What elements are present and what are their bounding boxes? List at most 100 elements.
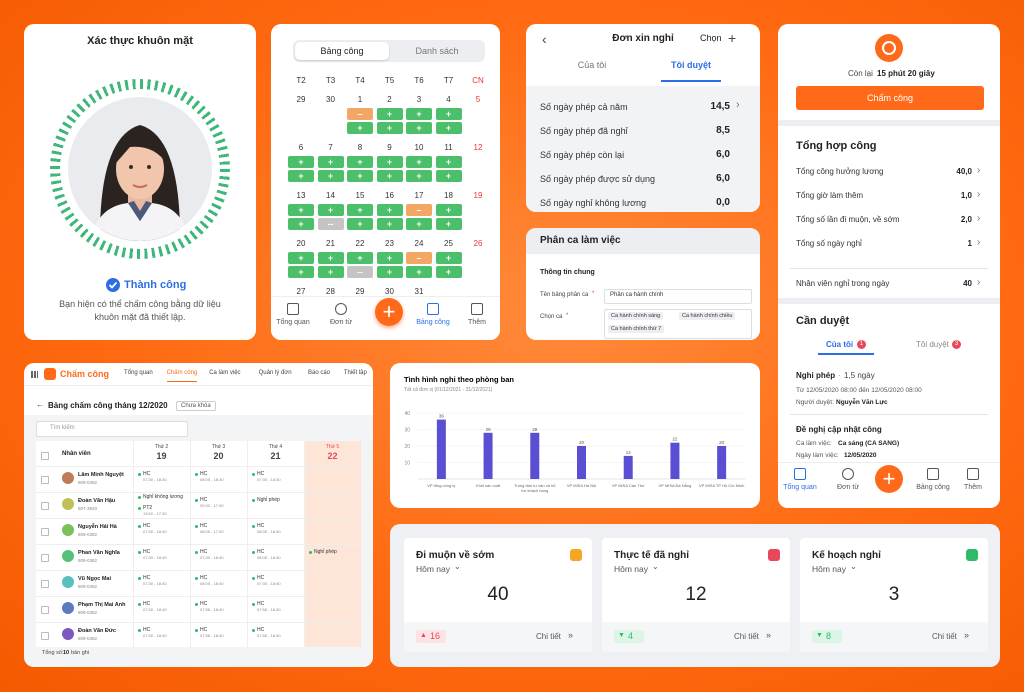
tab[interactable]: Của tôi (577, 60, 607, 70)
day[interactable]: 26 (473, 239, 483, 248)
nav-label[interactable]: Thêm (468, 319, 486, 326)
period-select[interactable]: Hôm nay (614, 564, 649, 574)
day[interactable]: 13 (296, 191, 306, 200)
status-chip[interactable]: + (435, 204, 462, 216)
day[interactable]: 8 (357, 143, 363, 152)
status-chip[interactable]: + (406, 156, 432, 168)
checkbox[interactable] (41, 476, 49, 484)
day[interactable]: 11 (444, 143, 453, 152)
checkbox[interactable] (41, 632, 49, 640)
day[interactable]: 30 (385, 287, 394, 296)
day[interactable]: 22 (355, 239, 365, 248)
shift-chip[interactable]: Ca hành chính chiều (679, 312, 736, 320)
detail-link[interactable]: Chi tiết (932, 632, 957, 641)
day[interactable]: 3 (416, 95, 422, 104)
status-chip[interactable]: + (347, 204, 373, 216)
day[interactable]: 27 (296, 287, 306, 296)
add-button[interactable]: + (875, 465, 903, 493)
day[interactable]: 10 (414, 143, 424, 152)
nav-label[interactable]: Đơn từ (329, 319, 353, 326)
status-chip[interactable]: + (347, 218, 373, 230)
tab[interactable]: Của tôi (826, 340, 854, 349)
tab[interactable]: Bảng công (320, 46, 364, 56)
status-chip[interactable]: + (347, 252, 373, 264)
nav-label[interactable]: Tổng quan (276, 319, 310, 326)
detail-link[interactable]: Chi tiết (536, 632, 561, 641)
day[interactable]: 28 (326, 287, 335, 296)
status-chip[interactable]: + (317, 170, 344, 182)
status-chip[interactable]: + (435, 122, 462, 134)
day[interactable]: 17 (414, 191, 424, 200)
status-chip[interactable]: + (376, 156, 403, 168)
day[interactable]: 23 (385, 239, 394, 248)
status-chip[interactable]: + (317, 266, 344, 278)
menu-item[interactable]: Chấm công (166, 370, 198, 382)
back-icon[interactable]: ‹ (542, 31, 547, 47)
menu-item[interactable]: Thiết lập (343, 370, 367, 376)
add-icon[interactable]: + (728, 30, 737, 46)
status-chip[interactable]: + (376, 122, 403, 134)
day[interactable]: 16 (385, 191, 394, 200)
tab[interactable]: Tôi duyệt (671, 60, 711, 70)
status-chip[interactable]: + (376, 108, 403, 120)
day[interactable]: 31 (414, 287, 424, 296)
day[interactable]: 24 (414, 239, 424, 248)
day[interactable]: 29 (355, 287, 365, 296)
status-chip[interactable]: – (406, 204, 432, 216)
status-chip[interactable]: + (376, 266, 403, 278)
day[interactable]: 18 (444, 191, 453, 200)
shift-input[interactable] (604, 309, 752, 339)
nav-label[interactable]: Đơn từ (836, 484, 860, 491)
menu-item[interactable]: Quản lý đơn (258, 370, 292, 376)
day[interactable]: 6 (298, 143, 304, 152)
checkbox[interactable] (41, 528, 49, 536)
status-chip[interactable]: + (376, 218, 403, 230)
day[interactable]: 1 (357, 95, 363, 104)
detail-link[interactable]: Chi tiết (734, 632, 759, 641)
status-chip[interactable]: + (317, 204, 344, 216)
status-chip[interactable]: + (376, 252, 403, 264)
status-chip[interactable]: + (435, 252, 462, 264)
day[interactable]: 19 (473, 191, 483, 200)
status-chip[interactable]: + (435, 218, 462, 230)
button-label[interactable]: Chấm công (866, 93, 914, 103)
status-chip[interactable]: + (288, 252, 314, 264)
status-chip[interactable]: + (376, 204, 403, 216)
shift-chip[interactable]: Ca hành chính thứ 7 (608, 325, 665, 333)
day[interactable]: 25 (444, 239, 453, 248)
action[interactable]: Chọn (700, 33, 722, 43)
day[interactable]: 15 (355, 191, 365, 200)
shift-chip[interactable]: Ca hành chính sáng (608, 312, 664, 320)
status-chip[interactable]: -- (317, 218, 344, 230)
checkbox[interactable] (41, 554, 49, 562)
nav-label[interactable]: Thêm (964, 484, 982, 491)
period-select[interactable]: Hôm nay (812, 564, 847, 574)
status-chip[interactable]: + (406, 218, 432, 230)
day[interactable]: 4 (446, 95, 451, 104)
status-chip[interactable]: + (435, 156, 462, 168)
status-chip[interactable]: + (288, 204, 314, 216)
tab[interactable]: Tôi duyệt (916, 340, 949, 349)
checkbox[interactable] (41, 580, 49, 588)
status-chip[interactable]: + (317, 156, 344, 168)
tab[interactable]: Danh sách (415, 46, 459, 56)
day[interactable]: 7 (328, 143, 333, 152)
name-input[interactable] (604, 289, 752, 304)
status-chip[interactable]: + (347, 170, 373, 182)
day[interactable]: 30 (326, 95, 335, 104)
status-chip[interactable]: + (347, 122, 373, 134)
status-chip[interactable]: + (435, 170, 462, 182)
add-button[interactable]: + (375, 298, 403, 326)
status-chip[interactable]: + (288, 170, 314, 182)
status-chip[interactable]: + (406, 170, 432, 182)
day[interactable]: 5 (475, 95, 481, 104)
menu-item[interactable]: Tổng quan (124, 370, 153, 376)
status-chip[interactable]: + (317, 252, 344, 264)
status-chip[interactable]: – (347, 108, 373, 120)
menu-item[interactable]: Ca làm việc (209, 370, 241, 376)
day[interactable]: 9 (387, 143, 392, 152)
status-chip[interactable]: + (288, 156, 314, 168)
period-select[interactable]: Hôm nay (416, 564, 451, 574)
nav-label[interactable]: Bảng công (416, 319, 450, 326)
day[interactable]: 20 (296, 239, 306, 248)
